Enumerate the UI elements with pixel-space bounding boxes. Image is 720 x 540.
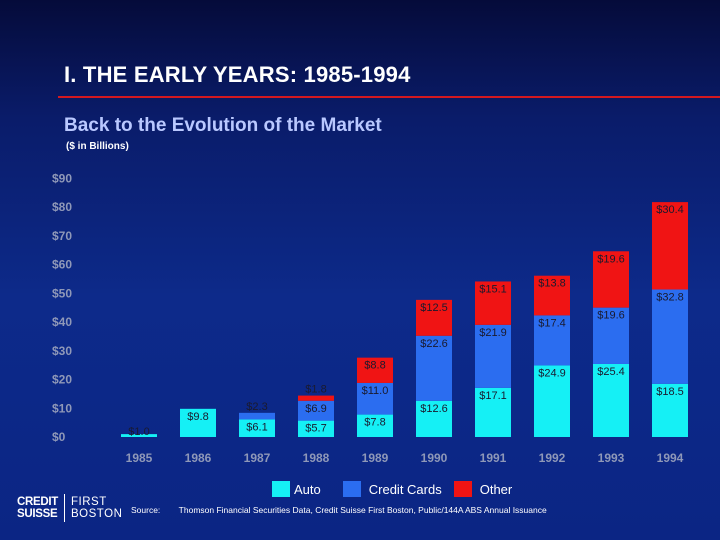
logo-credit-suisse: CREDIT SUISSE (17, 496, 58, 520)
data-label-other: $15.1 (479, 283, 507, 295)
bar-segment-credit-cards (416, 335, 452, 401)
slide-subtitle: Back to the Evolution of the Market (64, 115, 382, 136)
data-label-auto: $5.7 (305, 423, 326, 435)
source-label: Source: (131, 505, 161, 515)
data-label-other: $19.6 (597, 253, 625, 265)
data-label-auto: $18.5 (656, 386, 684, 398)
data-label-credit-cards: $21.9 (479, 327, 507, 339)
data-label-auto: $9.8 (187, 411, 208, 423)
y-tick-label: $60 (52, 258, 72, 272)
bar-segment-auto (416, 400, 452, 437)
y-tick-label: $50 (52, 286, 72, 300)
legend-swatch-other (453, 481, 472, 497)
x-tick-label: 1987 (244, 451, 271, 465)
bar-segment-auto (239, 419, 275, 437)
x-tick-label: 1990 (421, 451, 448, 465)
data-label-auto: $7.8 (364, 417, 385, 429)
source-text: Thomson Financial Securities Data, Credi… (178, 505, 547, 515)
legend-swatch-auto (272, 481, 290, 497)
legend-label-auto: Auto (294, 481, 321, 497)
y-tick-label: $30 (52, 344, 72, 358)
data-label-auto: $25.4 (597, 366, 625, 378)
data-label-other: $12.5 (420, 302, 448, 314)
data-label-auto: $12.6 (420, 403, 448, 415)
bar-segment-other (416, 299, 452, 336)
y-tick-label: $0 (52, 430, 66, 444)
y-tick-label: $90 (52, 171, 72, 185)
data-label-credit-cards: $32.8 (656, 292, 684, 304)
logo-line-boston: BOSTON (71, 508, 123, 520)
logo-line-first: FIRST (71, 496, 107, 508)
y-tick-label: $80 (52, 200, 72, 214)
bar-segment-auto (357, 414, 393, 437)
unit-note: ($ in Billions) (66, 141, 129, 152)
bar-segment-other (534, 275, 570, 316)
legend-swatch-credit-cards (342, 481, 361, 497)
data-label-credit-cards: $22.6 (420, 338, 448, 350)
y-tick-label: $40 (52, 315, 72, 329)
x-tick-label: 1994 (657, 451, 684, 465)
slide-title: I. THE EARLY YEARS: 1985-1994 (64, 62, 411, 87)
legend-item-credit-cards: Credit Cards (342, 481, 442, 497)
bar-segment-other (298, 395, 334, 401)
bar-segment-other (475, 281, 511, 325)
x-tick-label: 1993 (598, 451, 625, 465)
bar-segment-other (357, 357, 393, 383)
x-tick-label: 1991 (480, 451, 507, 465)
bar-segment-credit-cards (534, 315, 570, 366)
bar-segment-auto (298, 420, 334, 437)
bar-segment-auto (534, 365, 570, 437)
legend-item-auto: Auto (272, 481, 321, 497)
logo-line-suisse: SUISSE (17, 508, 58, 520)
bar-segment-credit-cards (357, 382, 393, 415)
bar-segment-auto (121, 434, 157, 437)
logo-line-credit: CREDIT (17, 496, 59, 508)
x-tick-label: 1989 (362, 451, 389, 465)
stacked-bar-chart: $0 $10 $20 $30 $40 $50 $60 $70 $80 $90 1985 1986 198… (52, 171, 688, 465)
x-tick-label: 1986 (185, 451, 212, 465)
bar-segment-credit-cards (298, 400, 334, 421)
legend-item-other: Other (453, 481, 513, 497)
title-rule (58, 96, 720, 98)
data-label-credit-cards: $19.6 (597, 310, 625, 322)
bar-segment-credit-cards (239, 412, 275, 420)
x-tick-label: 1988 (303, 451, 330, 465)
legend-label-other: Other (479, 481, 513, 497)
bar-segment-auto (652, 383, 688, 437)
logo-first-boston: FIRST BOSTON (71, 496, 122, 520)
chart-legend: Auto Credit Cards Other (272, 479, 522, 499)
data-label-other: $8.8 (364, 360, 385, 372)
data-label-auto: $6.1 (246, 421, 267, 433)
data-label-auto: $1.0 (128, 426, 149, 438)
bar-segment-other (652, 202, 688, 290)
bar-segment-credit-cards (475, 324, 511, 388)
legend-label-credit-cards: Credit Cards (368, 481, 442, 497)
data-label-auto: $17.1 (479, 390, 507, 402)
data-label-auto: $24.9 (538, 367, 566, 379)
bar-segment-credit-cards (652, 289, 688, 384)
data-label-credit-cards: $6.9 (305, 403, 326, 415)
data-label-credit-cards: $17.4 (538, 317, 566, 329)
y-tick-label: $20 (52, 373, 72, 387)
x-tick-label: 1992 (539, 451, 566, 465)
x-tick-label: 1985 (126, 451, 153, 465)
data-label-other: $1.8 (305, 384, 326, 396)
data-label-other: $13.8 (538, 278, 566, 290)
bar-segment-auto (180, 408, 216, 437)
y-tick-label: $10 (52, 401, 72, 415)
source-note: Source: Thomson Financial Securities Dat… (131, 505, 547, 515)
data-label-credit-cards: $2.3 (246, 401, 267, 413)
bar-segment-other (593, 251, 629, 308)
bar-segment-auto (475, 387, 511, 437)
bar-segment-auto (593, 363, 629, 437)
bar-segment-credit-cards (593, 307, 629, 364)
data-label-credit-cards: $11.0 (362, 385, 389, 397)
credit-suisse-first-boston-logo: CREDIT SUISSE FIRST BOSTON (17, 494, 122, 522)
y-tick-label: $70 (52, 229, 72, 243)
data-label-other: $30.4 (656, 204, 684, 216)
logo-divider (64, 494, 66, 522)
